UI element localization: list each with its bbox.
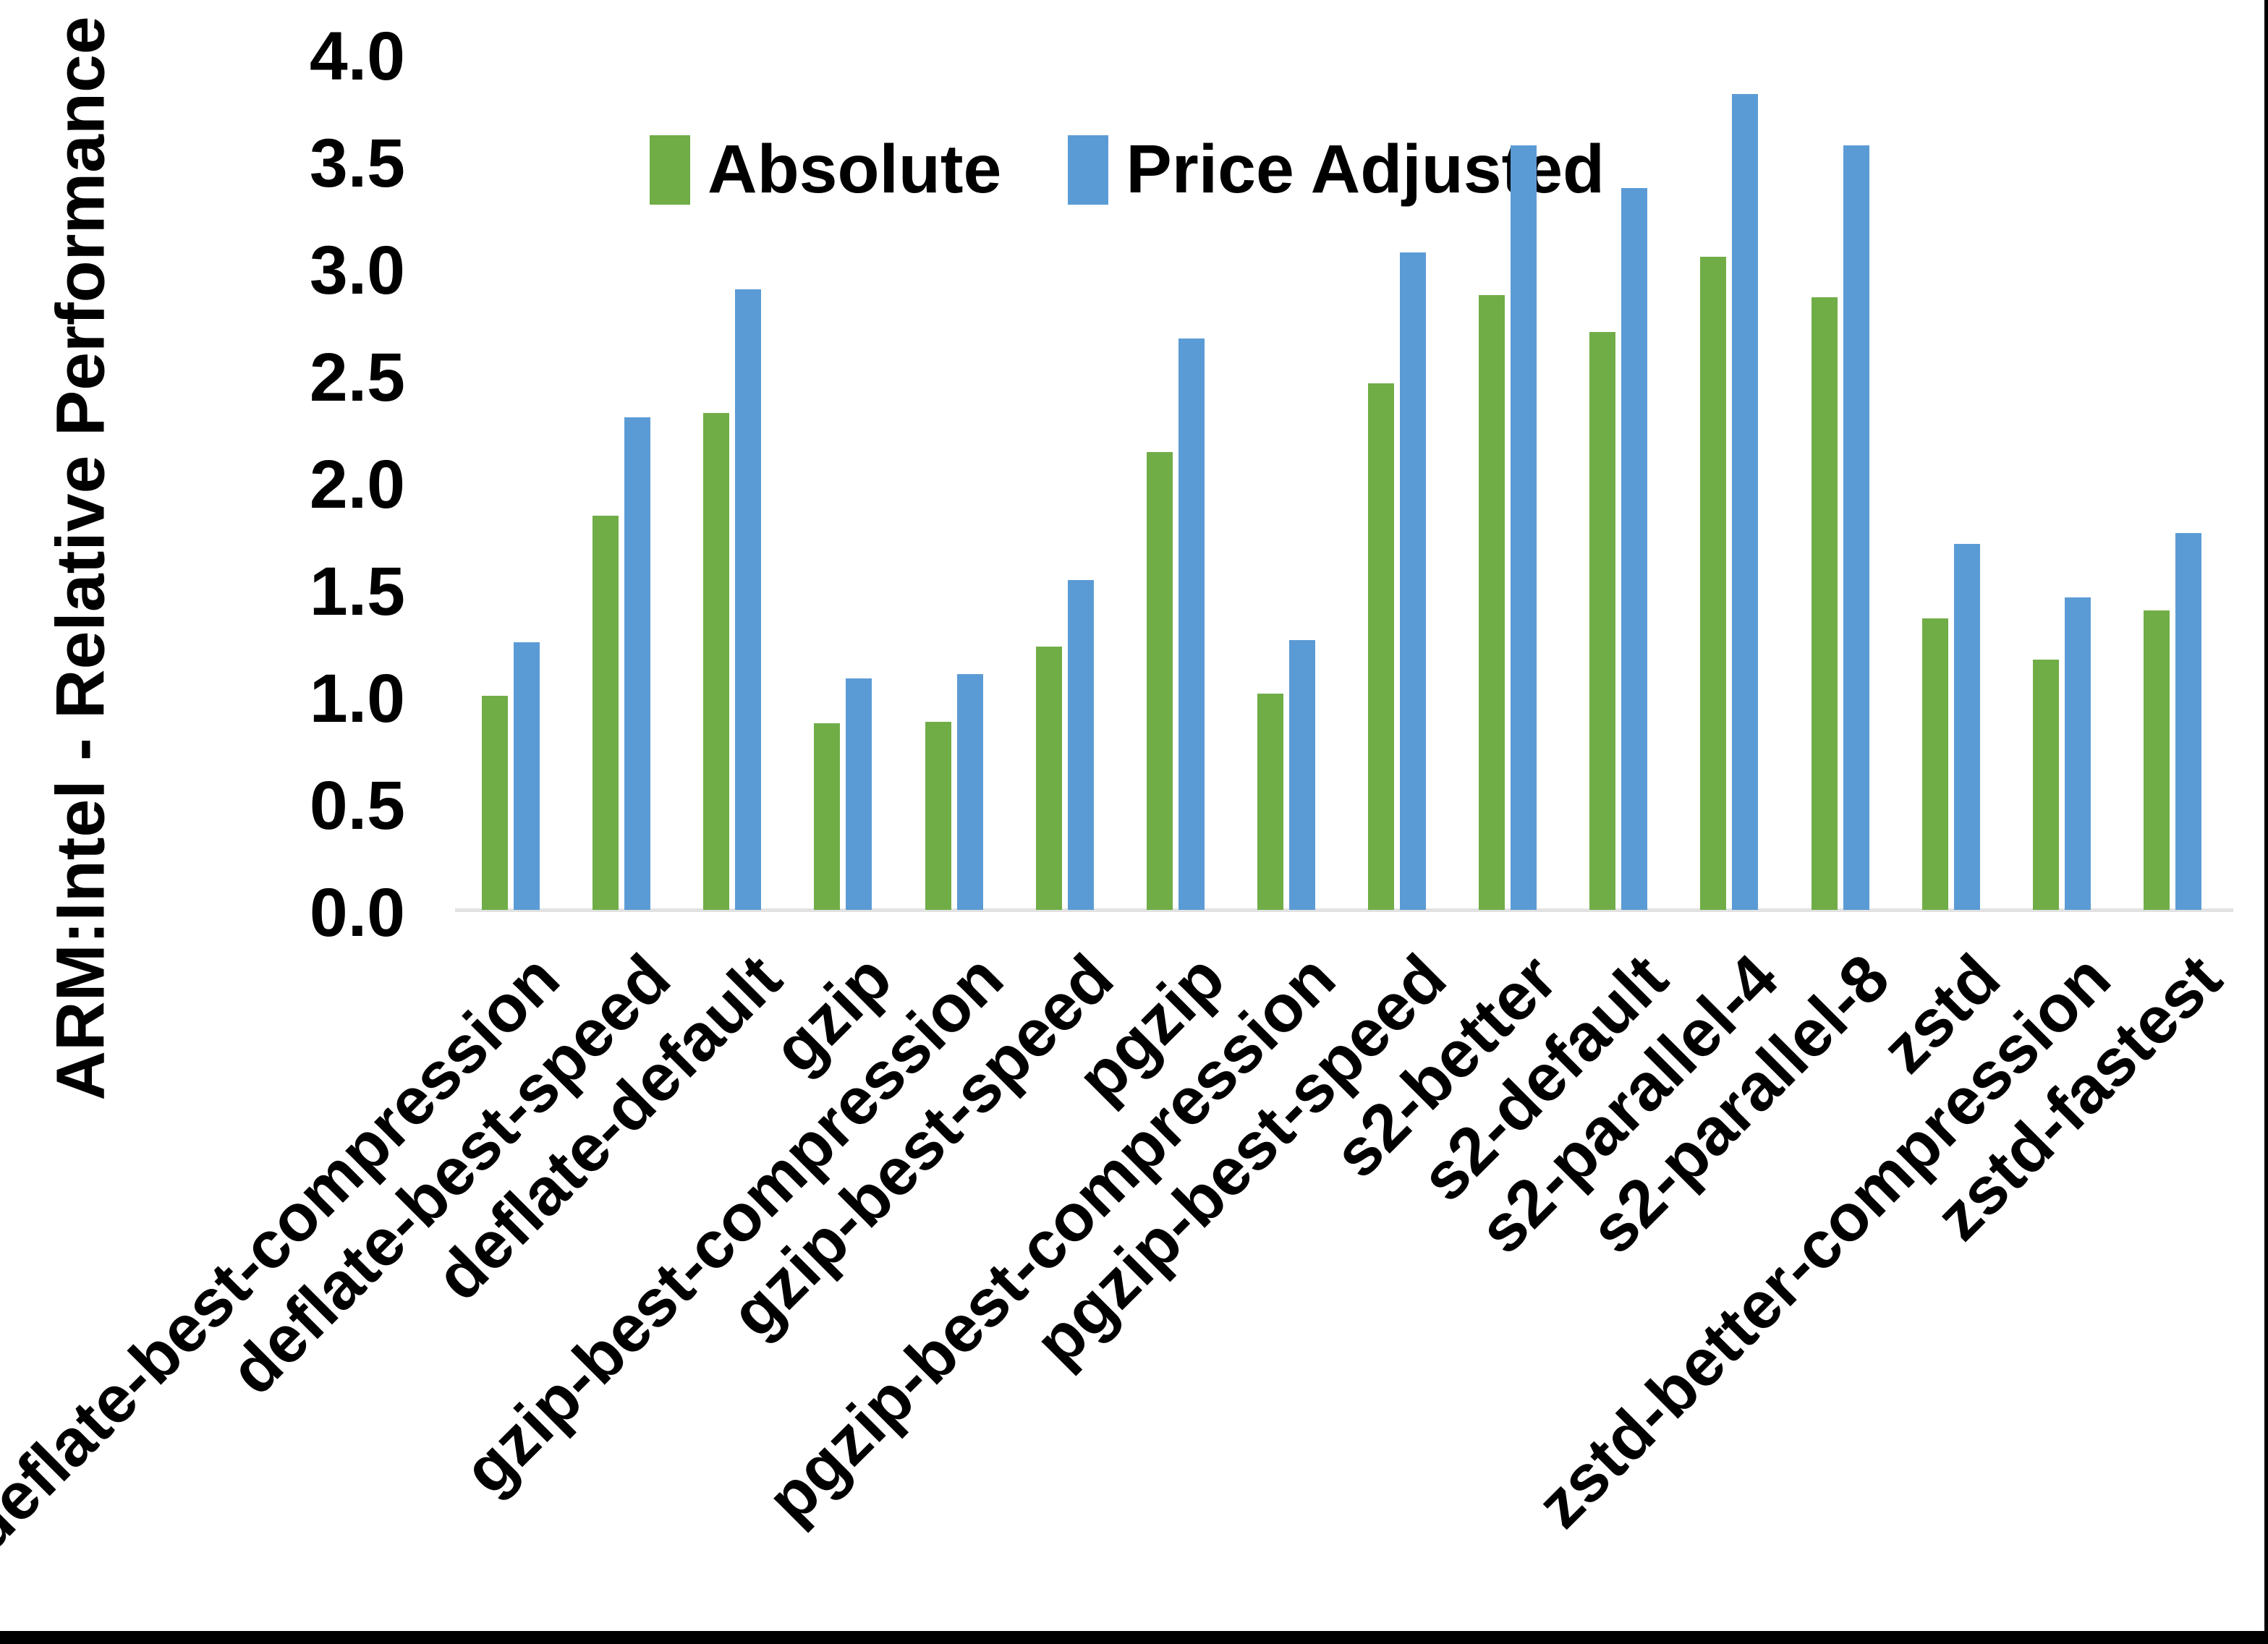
bar-absolute [1921,618,1948,910]
bar-absolute [2032,660,2059,910]
bar-price-adjusted [1178,338,1205,910]
bar-price-adjusted [514,642,540,910]
bar-price-adjusted [1621,188,1648,910]
bar-price-adjusted [846,678,872,910]
y-axis-title: ARM:Intel - Relative Performance [42,16,119,1101]
y-tick-label: 2.5 [309,339,405,416]
bar-price-adjusted [624,417,651,910]
y-tick-label: 1.5 [309,553,405,630]
bar-price-adjusted [1843,145,1869,910]
y-tick-label: 2.0 [309,446,405,523]
y-tick-label: 1.0 [309,660,405,737]
bar-price-adjusted [735,289,762,910]
bar-price-adjusted [1067,580,1094,910]
bar-absolute [814,723,841,910]
bar-absolute [482,696,508,910]
bar-absolute [1035,647,1062,910]
y-tick-label: 3.5 [309,125,405,202]
chart-right-border [2264,0,2268,1644]
bar-absolute [703,413,730,910]
y-tick-label: 0.5 [309,767,405,844]
bar-price-adjusted [1288,640,1315,910]
bar-absolute [593,516,619,910]
bar-absolute [1368,383,1395,910]
legend-item-absolute: Absolute [650,130,1001,209]
bar-price-adjusted [2064,597,2091,910]
bar-absolute [925,722,951,910]
bar-absolute [1589,332,1616,910]
legend: Absolute Price Adjusted [650,130,1605,209]
legend-label-absolute: Absolute [708,131,1002,208]
chart-bottom-border [0,1631,2268,1644]
bar-price-adjusted [956,674,983,910]
bar-price-adjusted [1732,94,1759,910]
bar-price-adjusted [1511,145,1537,910]
bar-absolute [1257,694,1283,910]
bar-price-adjusted [1953,544,1980,910]
bar-price-adjusted [2175,533,2201,910]
bar-absolute [1146,452,1173,910]
bar-absolute [1811,297,1838,910]
bar-absolute [2143,610,2170,910]
bar-absolute [1700,257,1727,910]
legend-swatch-price-adjusted [1068,135,1109,205]
y-tick-label: 3.0 [309,232,405,309]
y-tick-label: 0.0 [309,874,405,951]
bar-absolute [1479,295,1505,910]
legend-swatch-absolute [650,135,690,205]
bar-price-adjusted [1400,252,1427,910]
y-tick-label: 4.0 [309,18,405,95]
x-axis-line [455,908,2233,912]
